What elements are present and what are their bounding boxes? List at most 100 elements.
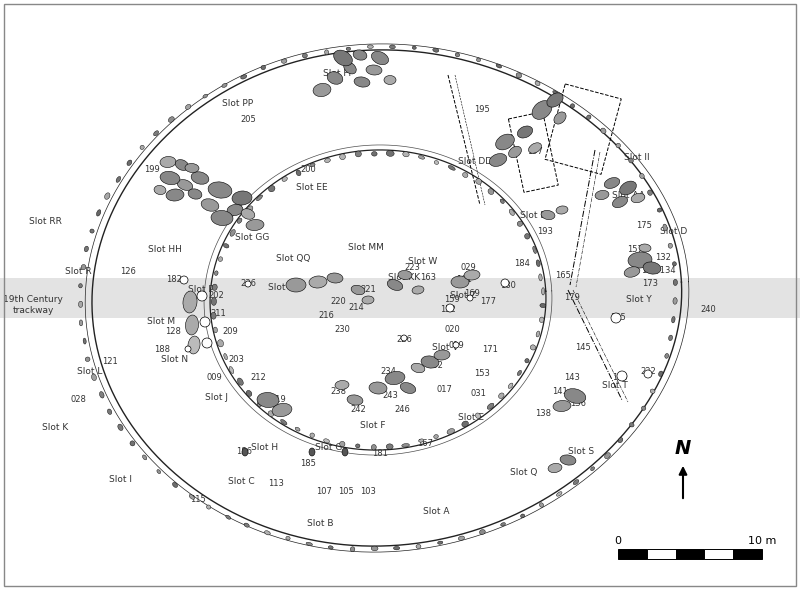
- Text: 182: 182: [166, 276, 182, 284]
- Text: 017: 017: [436, 385, 452, 395]
- Ellipse shape: [214, 271, 218, 276]
- Ellipse shape: [387, 280, 402, 290]
- Ellipse shape: [630, 422, 634, 427]
- Ellipse shape: [91, 374, 97, 381]
- Text: Slot GG: Slot GG: [235, 234, 270, 242]
- Text: 10 m: 10 m: [748, 536, 776, 546]
- Ellipse shape: [328, 546, 333, 549]
- Ellipse shape: [674, 279, 678, 286]
- Ellipse shape: [553, 91, 558, 96]
- Text: 202: 202: [208, 291, 224, 300]
- Ellipse shape: [464, 270, 480, 280]
- Ellipse shape: [84, 246, 89, 252]
- Text: 184: 184: [514, 258, 530, 267]
- Ellipse shape: [105, 193, 110, 199]
- Text: Slot C: Slot C: [228, 477, 255, 487]
- Text: Slot E: Slot E: [458, 414, 484, 422]
- Text: 205: 205: [240, 116, 256, 124]
- Ellipse shape: [346, 47, 350, 50]
- Ellipse shape: [268, 411, 274, 417]
- Ellipse shape: [366, 65, 382, 75]
- Bar: [0, 278, 800, 318]
- Ellipse shape: [400, 382, 416, 394]
- Ellipse shape: [327, 72, 342, 84]
- Ellipse shape: [90, 229, 94, 233]
- Ellipse shape: [490, 153, 506, 166]
- Ellipse shape: [230, 366, 234, 373]
- Text: 243: 243: [382, 391, 398, 399]
- Text: 126: 126: [120, 267, 136, 277]
- Text: Slot D: Slot D: [660, 228, 687, 237]
- Ellipse shape: [371, 546, 378, 551]
- Ellipse shape: [542, 288, 545, 295]
- Text: 185: 185: [300, 460, 316, 468]
- Ellipse shape: [672, 262, 676, 266]
- Text: 211: 211: [210, 310, 226, 319]
- Text: 165: 165: [555, 270, 571, 280]
- Ellipse shape: [539, 317, 544, 323]
- Text: Slot S: Slot S: [568, 447, 594, 457]
- Ellipse shape: [340, 154, 346, 160]
- Text: 131/134: 131/134: [641, 266, 675, 274]
- Ellipse shape: [86, 357, 90, 362]
- Text: 167: 167: [417, 440, 433, 448]
- Ellipse shape: [160, 171, 180, 185]
- Ellipse shape: [536, 331, 540, 337]
- Ellipse shape: [663, 224, 667, 231]
- Ellipse shape: [166, 189, 184, 201]
- Ellipse shape: [501, 523, 506, 526]
- Ellipse shape: [532, 101, 552, 119]
- Text: Slot LL: Slot LL: [268, 284, 298, 293]
- Ellipse shape: [518, 221, 522, 227]
- Ellipse shape: [342, 448, 348, 456]
- Ellipse shape: [643, 262, 661, 274]
- Ellipse shape: [325, 50, 329, 55]
- Ellipse shape: [188, 189, 202, 199]
- Text: 138: 138: [535, 408, 551, 418]
- Text: Slot RR: Slot RR: [29, 218, 62, 227]
- Ellipse shape: [650, 389, 655, 394]
- Text: 177: 177: [480, 297, 496, 306]
- Ellipse shape: [557, 491, 562, 496]
- Ellipse shape: [296, 170, 301, 176]
- Text: 150: 150: [612, 373, 628, 382]
- Ellipse shape: [211, 312, 216, 319]
- Text: 143: 143: [564, 373, 580, 382]
- Ellipse shape: [335, 381, 349, 389]
- Ellipse shape: [586, 115, 591, 119]
- Ellipse shape: [516, 73, 522, 78]
- Text: 105: 105: [338, 487, 354, 497]
- Text: 115: 115: [190, 496, 206, 504]
- Text: Slot Z: Slot Z: [450, 291, 477, 300]
- Text: 171: 171: [482, 346, 498, 355]
- Ellipse shape: [325, 158, 330, 163]
- Ellipse shape: [183, 291, 197, 313]
- Text: 223: 223: [404, 264, 420, 273]
- Ellipse shape: [412, 46, 416, 50]
- Ellipse shape: [118, 424, 123, 431]
- Ellipse shape: [371, 444, 376, 450]
- Ellipse shape: [521, 514, 525, 518]
- Ellipse shape: [412, 286, 424, 294]
- Ellipse shape: [310, 163, 315, 167]
- Ellipse shape: [327, 273, 343, 283]
- Ellipse shape: [658, 371, 663, 376]
- Ellipse shape: [218, 340, 223, 347]
- Ellipse shape: [540, 303, 546, 307]
- Ellipse shape: [226, 515, 230, 519]
- Ellipse shape: [601, 128, 606, 133]
- Text: Slot T: Slot T: [602, 382, 628, 391]
- Text: Slot MM: Slot MM: [348, 244, 384, 253]
- Ellipse shape: [140, 145, 144, 149]
- Ellipse shape: [78, 301, 83, 307]
- Ellipse shape: [197, 291, 207, 301]
- Ellipse shape: [644, 370, 652, 378]
- Text: 188: 188: [154, 346, 170, 355]
- Ellipse shape: [160, 156, 176, 168]
- Ellipse shape: [574, 480, 578, 484]
- Ellipse shape: [185, 346, 191, 352]
- Text: Slot HH: Slot HH: [148, 245, 182, 254]
- Ellipse shape: [238, 378, 243, 385]
- Ellipse shape: [154, 131, 158, 136]
- Ellipse shape: [570, 104, 574, 108]
